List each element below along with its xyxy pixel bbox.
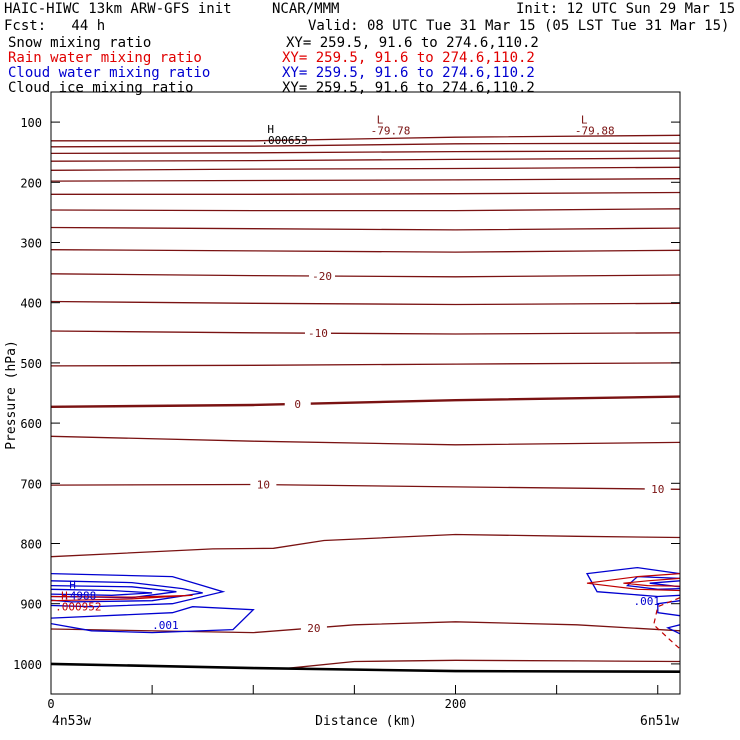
temperature-contour-label: 0 <box>294 398 301 411</box>
left-endpoint-label: 4n53w <box>52 714 91 729</box>
temperature-contour <box>51 435 680 446</box>
y-tick-label: 400 <box>20 297 42 311</box>
temperature-contour <box>51 142 680 148</box>
valid-time: Valid: 08 UTC Tue 31 Mar 15 (05 LST Tue … <box>308 18 730 34</box>
temperature-contour <box>51 150 680 155</box>
temperature-contour <box>51 533 680 558</box>
field-label-cloud-water: Cloud water mixing ratio <box>8 65 211 81</box>
cloud-water-contour <box>666 624 680 635</box>
field-label-rain: Rain water mixing ratio <box>8 50 202 66</box>
cloud-water-contour <box>657 600 680 617</box>
extremum-value: .000952 <box>55 600 101 613</box>
rain-water-contour <box>623 577 680 587</box>
cloud-water-contour <box>51 580 203 603</box>
contour-label-bg <box>309 270 336 283</box>
rain-water-contour <box>586 573 680 592</box>
y-tick-label: 900 <box>20 598 42 612</box>
cloud-water-contour <box>51 572 226 608</box>
y-tick-label: 700 <box>20 477 42 491</box>
y-tick-label: 1000 <box>13 658 42 672</box>
field-xy-cloud-water: XY= 259.5, 91.6 to 274.6,110.2 <box>282 65 535 81</box>
temperature-contour-label: -10 <box>308 327 328 340</box>
temperature-contour <box>51 362 680 367</box>
temperature-contour <box>51 273 680 278</box>
cloud-water-contour <box>51 606 255 634</box>
temperature-contour <box>51 226 680 231</box>
y-tick-label: 200 <box>20 176 42 190</box>
y-axis-label: Pressure (hPa) <box>4 340 19 450</box>
x-axis-label: Distance (km) <box>315 714 417 729</box>
plot-frame <box>50 91 681 695</box>
extremum-value: .000653 <box>261 134 307 147</box>
temperature-contour <box>51 134 680 142</box>
contour-label-bg <box>300 621 327 634</box>
contour-layer: -20 -10 0 10 10 20 <box>51 134 680 673</box>
rain-water-contour <box>51 594 193 602</box>
x-tick-label: 0 <box>47 697 54 711</box>
temperature-contour <box>51 483 680 490</box>
field-xy-rain: XY= 259.5, 91.6 to 274.6,110.2 <box>282 50 535 66</box>
temperature-contour <box>283 659 680 670</box>
temperature-contour <box>51 300 680 306</box>
contour-label-bg <box>644 483 671 496</box>
annotation-layer: H.000653L-79.78L-79.88H.4988H.000952.001… <box>55 113 660 632</box>
extremum-marker: H <box>267 123 274 136</box>
field-xy-snow: XY= 259.5, 91.6 to 274.6,110.2 <box>286 35 539 51</box>
temperature-contour <box>51 157 680 162</box>
extremum-marker: .001 <box>152 619 179 632</box>
y-tick-label: 600 <box>20 417 42 431</box>
right-endpoint-label: 6n51w <box>640 714 679 729</box>
y-tick-label: 100 <box>20 116 42 130</box>
field-label-snow: Snow mixing ratio <box>8 35 152 51</box>
temperature-contour <box>51 621 680 634</box>
y-tick-label: 500 <box>20 357 42 371</box>
temperature-contour <box>51 178 680 182</box>
cloud-water-contour <box>625 575 680 590</box>
extremum-marker: H <box>69 579 76 592</box>
init-time: Init: 12 UTC Sun 29 Mar 15 <box>516 1 736 17</box>
surface-line <box>51 662 680 673</box>
forecast-hour: Fcst: 44 h <box>4 18 106 34</box>
cloud-water-contour <box>51 588 153 596</box>
model-center: NCAR/MMM <box>272 1 340 17</box>
x-tick-label: 200 <box>445 697 467 711</box>
contour-label-bg <box>284 397 311 410</box>
extremum-value: .4988 <box>63 590 96 603</box>
temperature-contour <box>51 330 680 335</box>
extremum-marker: L <box>581 113 588 126</box>
extremum-value: -79.78 <box>371 124 411 137</box>
chart-title: HAIC-HIWC 13km ARW-GFS init <box>4 1 232 17</box>
temperature-contour <box>51 191 680 195</box>
contour-label-bg <box>304 327 331 340</box>
temperature-contour-label: 10 <box>257 479 270 492</box>
y-tick-label: 800 <box>20 538 42 552</box>
extremum-marker: .001 <box>633 595 660 608</box>
temperature-contour-label: 10 <box>651 483 664 496</box>
plot-border <box>50 91 681 695</box>
temperature-contour <box>51 395 680 408</box>
temperature-contour <box>51 249 680 253</box>
temperature-contour-label: -20 <box>312 270 332 283</box>
extremum-marker: L <box>377 113 384 126</box>
temperature-contour-label: 20 <box>307 622 320 635</box>
temperature-contour <box>51 166 680 171</box>
y-tick-label: 300 <box>20 237 42 251</box>
contour-label-bg <box>250 478 277 491</box>
extremum-marker: H <box>61 589 68 602</box>
extremum-value: -79.88 <box>575 124 615 137</box>
temperature-contour <box>51 208 680 212</box>
